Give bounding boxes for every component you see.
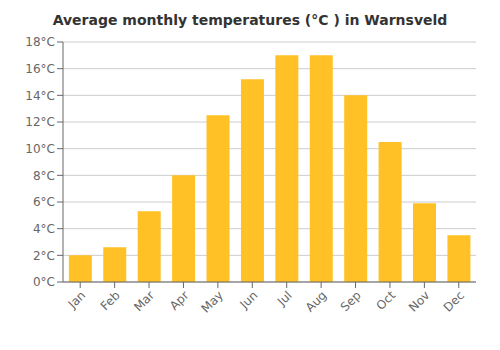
svg-text:Jan: Jan — [65, 288, 89, 312]
svg-text:8°C: 8°C — [33, 169, 55, 183]
svg-text:14°C: 14°C — [25, 89, 55, 103]
svg-text:Dec: Dec — [441, 288, 467, 314]
svg-text:Aug: Aug — [303, 288, 329, 314]
svg-text:May: May — [199, 288, 226, 315]
svg-text:16°C: 16°C — [25, 62, 55, 76]
html-text:Average monthly temperatures (: Average monthly temperatures (°C ) in Wa… — [52, 12, 448, 28]
svg-text:Nov: Nov — [406, 288, 432, 314]
svg-text:0°C: 0°C — [33, 275, 55, 289]
svg-text:18°C: 18°C — [25, 35, 55, 49]
svg-text:4°C: 4°C — [33, 222, 55, 236]
svg-text:6°C: 6°C — [33, 195, 55, 209]
svg-text:10°C: 10°C — [25, 142, 55, 156]
svg-text:Sep: Sep — [338, 288, 364, 314]
svg-text:12°C: 12°C — [25, 115, 55, 129]
svg-text:Feb: Feb — [98, 288, 123, 313]
svg-text:Jun: Jun — [237, 288, 261, 312]
svg-text:2°C: 2°C — [33, 249, 55, 263]
svg-text:Oct: Oct — [374, 288, 399, 313]
svg-text:Apr: Apr — [167, 288, 192, 313]
svg-text:Jul: Jul — [274, 288, 295, 309]
svg-text:Mar: Mar — [131, 288, 157, 314]
